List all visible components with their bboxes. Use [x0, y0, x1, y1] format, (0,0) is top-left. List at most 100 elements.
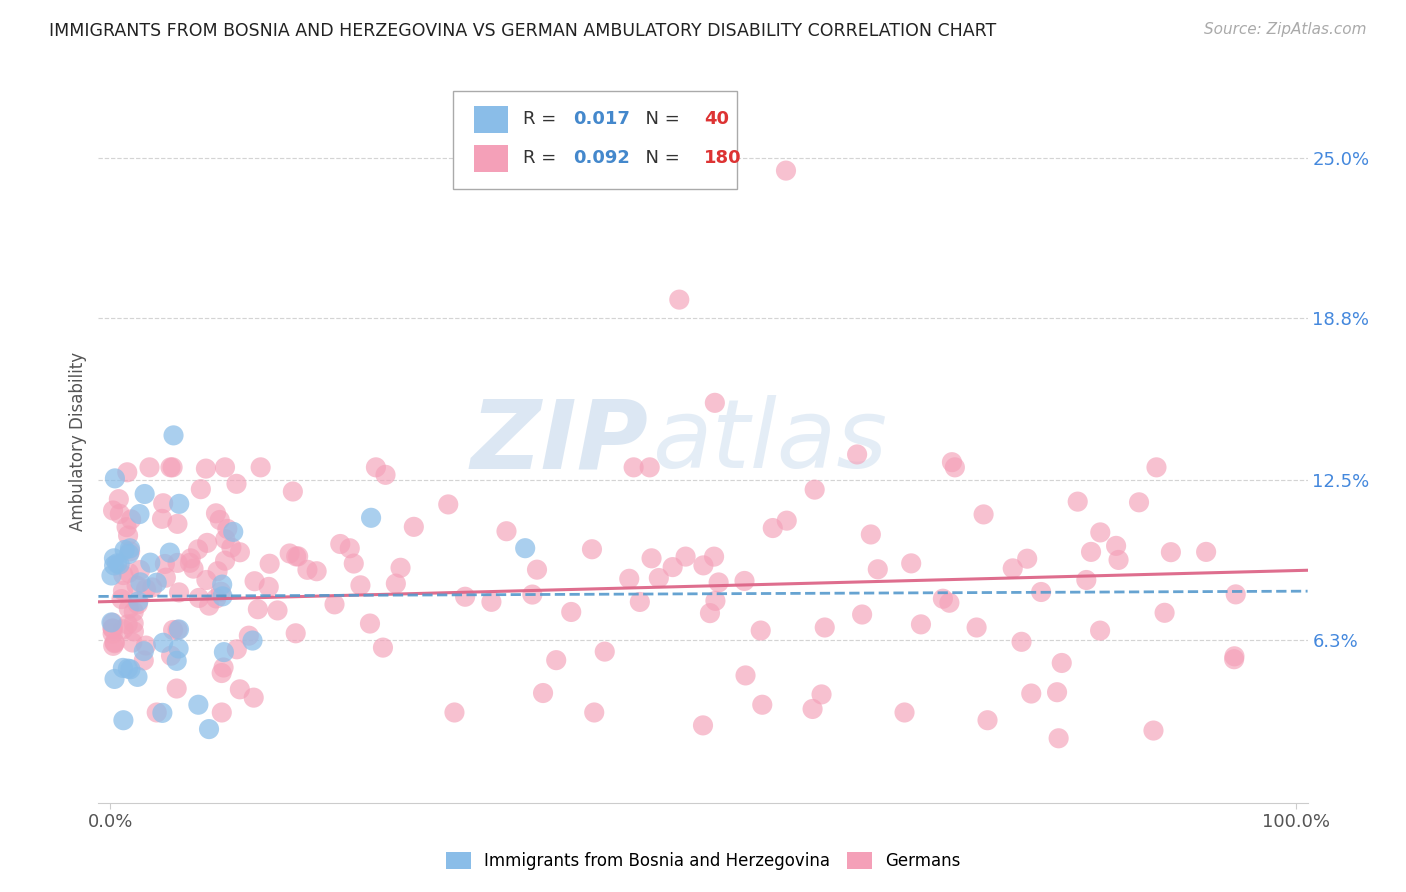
Point: [167, 585, 190, 599]
Point: [207, 564, 229, 578]
Point: [145, 575, 167, 590]
Point: [1105, 539, 1128, 553]
Point: [932, 591, 955, 606]
Point: [707, 575, 730, 590]
Point: [749, 624, 772, 638]
Point: [776, 514, 799, 528]
Point: [285, 549, 308, 564]
Point: [1160, 545, 1182, 559]
Point: [221, 541, 243, 555]
Point: [112, 568, 135, 582]
Point: [122, 605, 145, 619]
Point: [101, 626, 124, 640]
Point: [1011, 635, 1033, 649]
Point: [515, 541, 537, 556]
Point: [675, 549, 697, 564]
Point: [179, 556, 201, 570]
Point: [167, 497, 190, 511]
Point: [195, 536, 218, 550]
Point: [259, 557, 281, 571]
Point: [692, 718, 714, 732]
Point: [159, 546, 181, 560]
FancyBboxPatch shape: [453, 91, 737, 189]
Point: [1153, 606, 1175, 620]
Point: [122, 616, 145, 631]
Point: [100, 615, 122, 630]
Point: [209, 584, 232, 599]
Point: [266, 603, 288, 617]
Point: [938, 596, 960, 610]
Point: [117, 528, 139, 542]
Point: [162, 460, 184, 475]
Point: [152, 496, 174, 510]
Point: [118, 601, 141, 615]
Point: [1076, 573, 1098, 587]
Point: [167, 623, 190, 637]
Point: [103, 639, 125, 653]
Point: [1195, 545, 1218, 559]
Point: [623, 460, 645, 475]
Point: [187, 542, 209, 557]
Point: [238, 629, 260, 643]
Point: [162, 623, 184, 637]
Point: [101, 503, 124, 517]
Point: [166, 654, 188, 668]
Point: [976, 713, 998, 727]
Point: [661, 560, 683, 574]
Point: [1088, 624, 1111, 638]
Point: [153, 557, 176, 571]
Point: [162, 428, 184, 442]
Point: [190, 482, 212, 496]
Point: [281, 484, 304, 499]
Point: [339, 541, 361, 556]
Text: atlas: atlas: [652, 395, 887, 488]
Point: [139, 556, 162, 570]
Point: [104, 636, 127, 650]
Point: [120, 512, 142, 526]
Point: [284, 626, 307, 640]
Point: [246, 602, 269, 616]
Point: [214, 532, 236, 546]
Point: [103, 558, 125, 573]
Point: [208, 513, 231, 527]
Point: [212, 660, 235, 674]
Point: [402, 520, 425, 534]
FancyBboxPatch shape: [474, 145, 509, 172]
Point: [229, 682, 252, 697]
Point: [560, 605, 582, 619]
Point: [287, 549, 309, 564]
Point: [222, 524, 245, 539]
Point: [859, 527, 882, 541]
Point: [243, 574, 266, 589]
Point: [1050, 656, 1073, 670]
Point: [1223, 649, 1246, 664]
Point: [278, 546, 301, 560]
Point: [167, 641, 190, 656]
Point: [166, 623, 188, 637]
Point: [973, 508, 995, 522]
Point: [1047, 731, 1070, 746]
Text: N =: N =: [634, 149, 686, 168]
Point: [329, 537, 352, 551]
Point: [814, 620, 837, 634]
Point: [135, 639, 157, 653]
Point: [810, 687, 832, 701]
Point: [1108, 553, 1130, 567]
Point: [195, 573, 218, 587]
Point: [703, 549, 725, 564]
Point: [112, 713, 135, 727]
Point: [211, 666, 233, 681]
Point: [1031, 585, 1053, 599]
Point: [803, 483, 825, 497]
Point: [638, 460, 661, 475]
Point: [943, 460, 966, 475]
Point: [217, 522, 239, 536]
Text: 0.017: 0.017: [574, 111, 630, 128]
Point: [703, 396, 725, 410]
Point: [893, 706, 915, 720]
Point: [160, 648, 183, 663]
Point: [648, 571, 671, 585]
Point: [205, 506, 228, 520]
Point: [846, 447, 869, 461]
Point: [105, 557, 128, 571]
